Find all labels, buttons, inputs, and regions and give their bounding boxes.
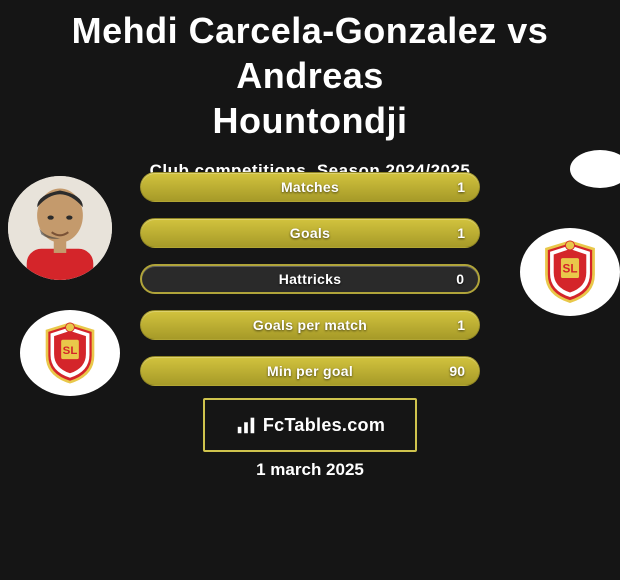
stat-value: 1 — [457, 219, 465, 247]
player-left-avatar — [8, 176, 112, 280]
stat-value: 90 — [449, 357, 465, 385]
brand-text: FcTables.com — [263, 415, 385, 436]
club-crest-icon: SL — [539, 240, 601, 303]
svg-text:SL: SL — [562, 263, 577, 276]
title-line2: Hountondji — [213, 100, 408, 141]
brand-badge[interactable]: FcTables.com — [203, 398, 417, 452]
club-crest-icon: SL — [39, 322, 101, 384]
svg-text:SL: SL — [63, 345, 78, 357]
stat-bar: Goals per match 1 — [140, 310, 480, 340]
stat-bar: Hattricks 0 — [140, 264, 480, 294]
stat-label: Min per goal — [141, 357, 479, 385]
person-icon — [8, 176, 112, 280]
stat-label: Matches — [141, 173, 479, 201]
player-right-crest: SL — [520, 228, 620, 316]
stat-value: 0 — [456, 266, 464, 292]
bar-chart-icon — [235, 414, 257, 436]
player-left-crest: SL — [20, 310, 120, 396]
stat-bar: Goals 1 — [140, 218, 480, 248]
title-line1: Mehdi Carcela-Gonzalez vs Andreas — [72, 10, 549, 96]
date-label: 1 march 2025 — [0, 460, 620, 480]
stat-value: 1 — [457, 173, 465, 201]
stat-label: Goals — [141, 219, 479, 247]
stat-label: Hattricks — [142, 266, 478, 292]
comparison-title: Mehdi Carcela-Gonzalez vs Andreas Hounto… — [0, 0, 620, 143]
stat-bar: Matches 1 — [140, 172, 480, 202]
stat-value: 1 — [457, 311, 465, 339]
stat-bars: Matches 1 Goals 1 Hattricks 0 Goals per … — [140, 172, 480, 402]
player-right-avatar — [570, 150, 620, 188]
stat-bar: Min per goal 90 — [140, 356, 480, 386]
stat-label: Goals per match — [141, 311, 479, 339]
